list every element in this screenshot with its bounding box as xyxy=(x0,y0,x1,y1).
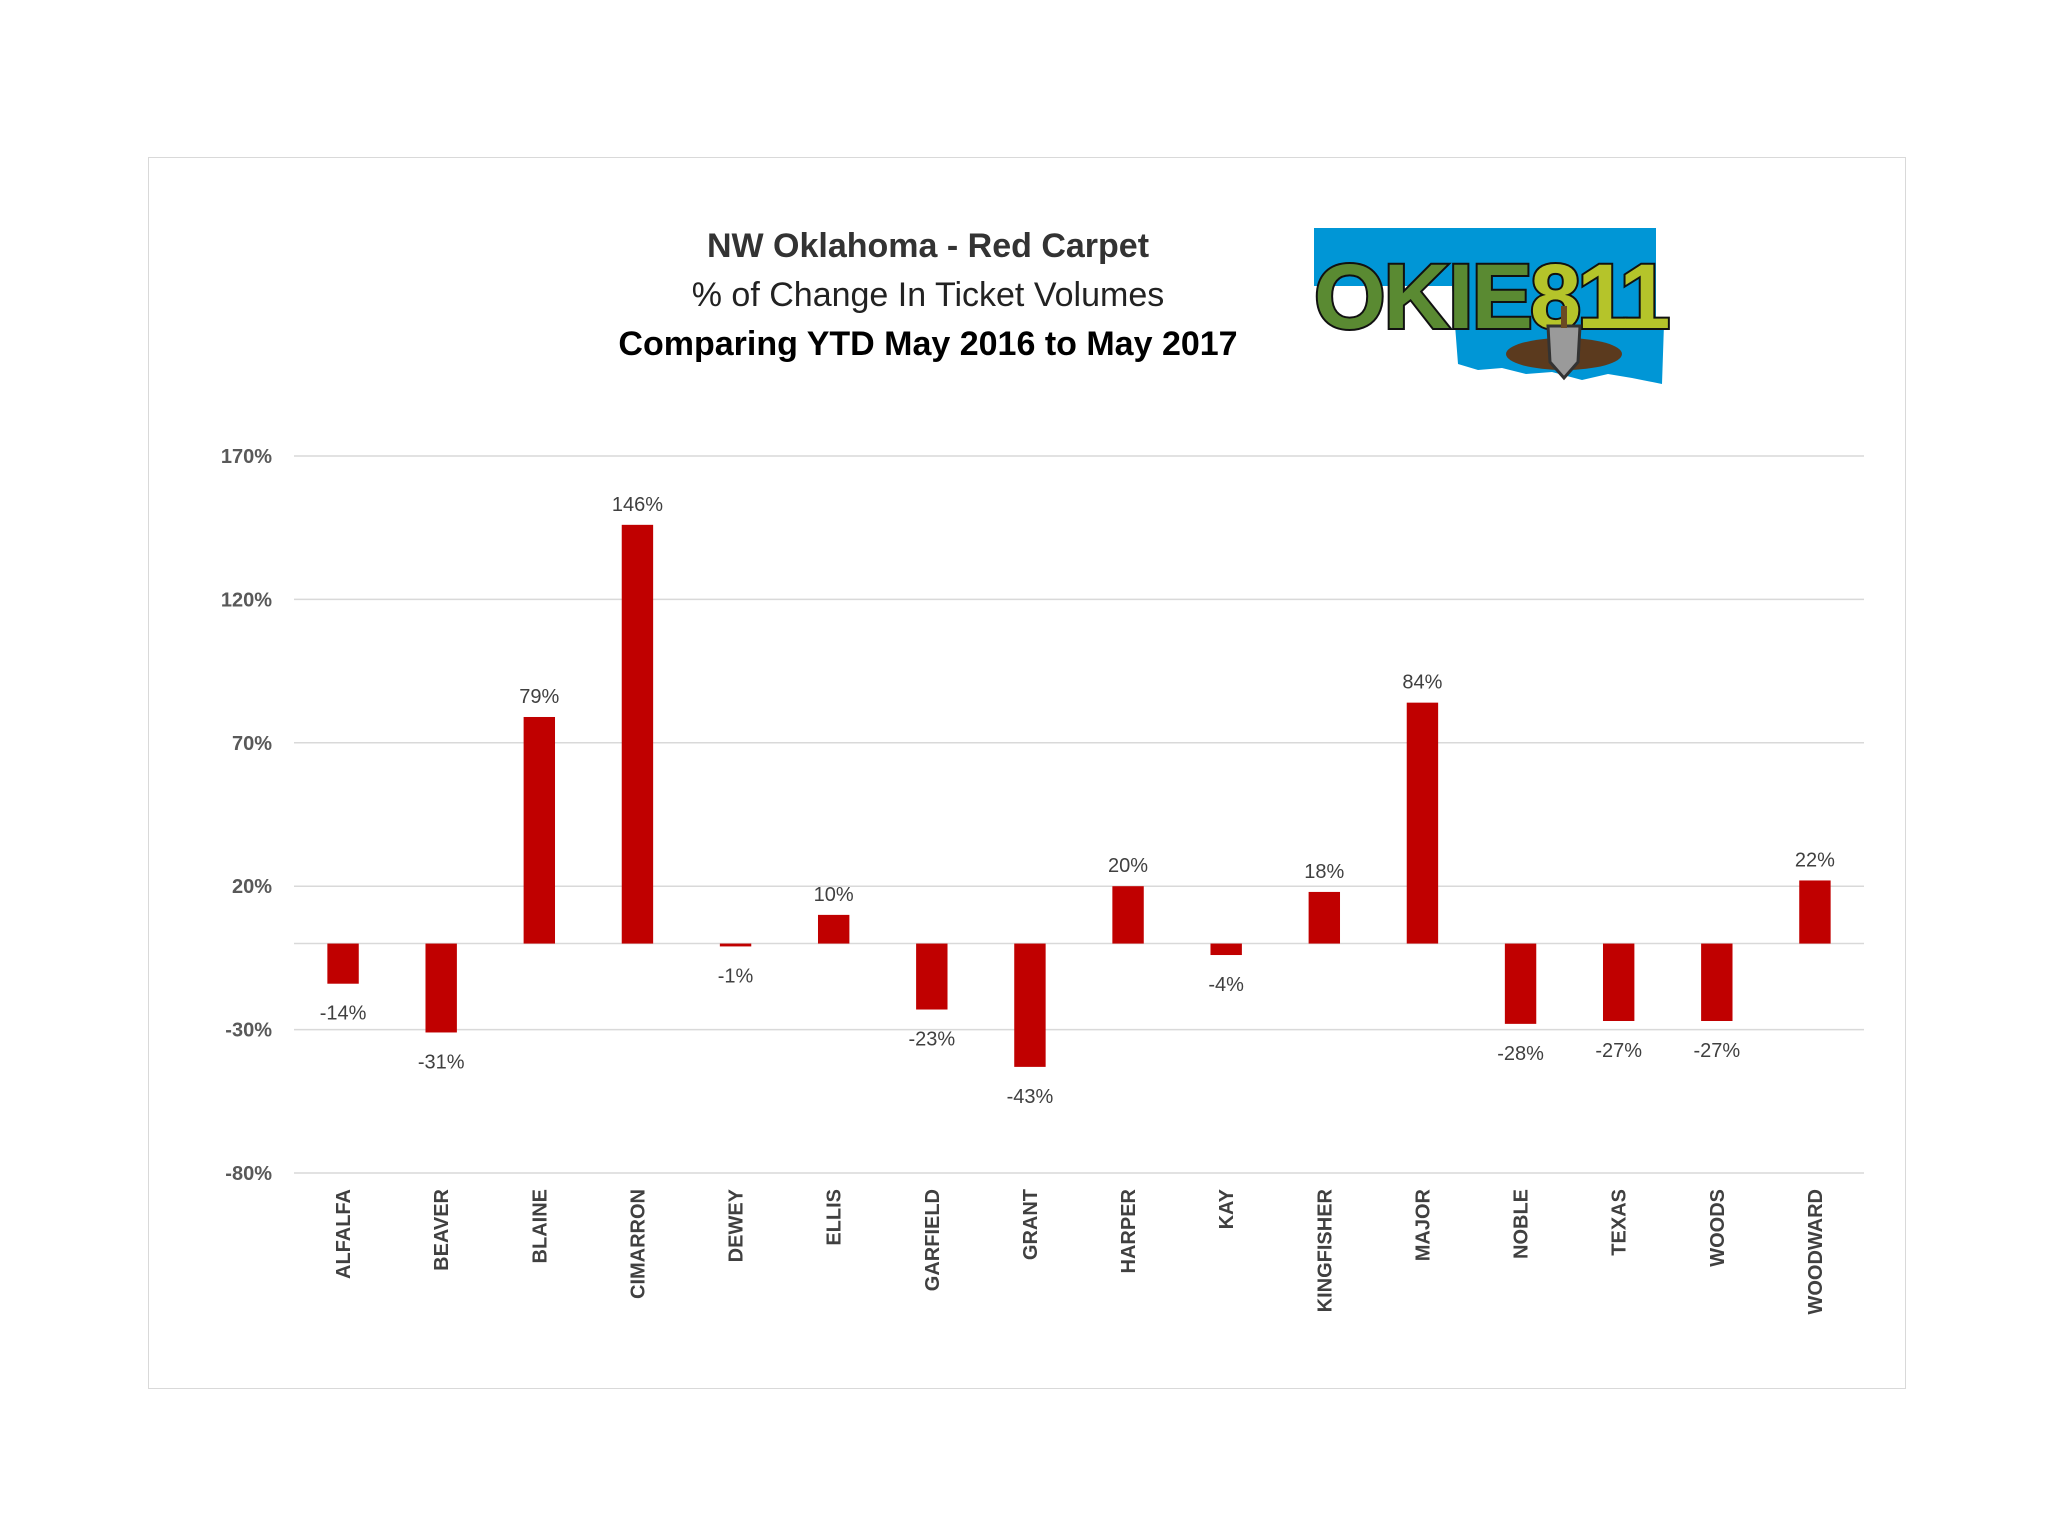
x-tick-label: MAJOR xyxy=(1412,1188,1434,1261)
bar-blaine xyxy=(523,716,556,944)
chart-subtitle-line-2: Comparing YTD May 2016 to May 2017 xyxy=(618,325,1238,363)
data-label: -4% xyxy=(1208,974,1244,996)
shovel-icon xyxy=(1506,306,1622,381)
y-tick-label: -30% xyxy=(225,1020,272,1042)
bar-ellis xyxy=(817,914,850,944)
x-tick-label: KAY xyxy=(1216,1188,1238,1229)
x-tick-label: HARPER xyxy=(1118,1188,1140,1273)
data-label: -43% xyxy=(1007,1086,1054,1108)
data-label: -23% xyxy=(908,1029,955,1051)
x-tick-label: WOODWARD xyxy=(1805,1189,1827,1315)
y-tick-label: 120% xyxy=(221,589,272,611)
x-tick-label: CIMARRON xyxy=(627,1189,649,1299)
x-tick-label: DEWEY xyxy=(726,1188,748,1262)
x-tick-label: GARFIELD xyxy=(922,1189,944,1291)
data-label: 20% xyxy=(1108,855,1148,877)
x-tick-label: KINGFISHER xyxy=(1314,1188,1336,1312)
bar-kingfisher xyxy=(1308,891,1341,944)
bar-woodward xyxy=(1799,880,1831,944)
y-axis: 170% 120% 70% 20% -30% -80% xyxy=(221,446,272,1185)
x-axis: ALFALFA BEAVER BLAINE CIMARRON DEWEY ELLIS GAR… xyxy=(333,1188,1827,1314)
y-tick-label: -80% xyxy=(225,1163,272,1185)
bar-dewey xyxy=(719,943,752,947)
y-tick-label: 20% xyxy=(232,876,272,898)
bar-beaver xyxy=(425,943,457,1033)
chart-title: NW Oklahoma - Red Carpet % of Change In … xyxy=(540,222,1316,369)
data-label: 18% xyxy=(1304,861,1344,883)
x-tick-label: ELLIS xyxy=(824,1189,846,1246)
bars xyxy=(327,524,1831,1067)
bar-grant xyxy=(1014,943,1046,1067)
x-tick-label: BLAINE xyxy=(529,1189,551,1263)
bar-garfield xyxy=(916,943,948,1010)
x-tick-label: BEAVER xyxy=(431,1188,453,1270)
y-tick-label: 170% xyxy=(221,446,272,468)
data-label: 22% xyxy=(1795,849,1835,871)
data-label: -14% xyxy=(320,1003,367,1025)
bar-kay xyxy=(1210,943,1242,956)
chart-title-line: NW Oklahoma - Red Carpet xyxy=(706,227,1150,265)
data-label: 10% xyxy=(814,884,854,906)
logo-okie-text: OKIE xyxy=(1314,246,1531,348)
chart-subtitle-line: % of Change In Ticket Volumes xyxy=(691,276,1165,314)
bar-harper xyxy=(1112,886,1144,944)
gridlines xyxy=(294,455,1864,1174)
data-label: -27% xyxy=(1693,1040,1740,1062)
data-labels: -14% -31% 79% 146% -1% 10% -23% -43% 20% -4% 18% 84… xyxy=(320,494,1835,1108)
y-tick-label: 70% xyxy=(232,733,272,755)
data-label: -1% xyxy=(718,965,754,987)
okie811-logo: OKIE 811 xyxy=(1312,228,1672,384)
data-label: -31% xyxy=(418,1051,465,1073)
bar-cimarron xyxy=(621,524,654,944)
data-label: -28% xyxy=(1497,1043,1544,1065)
x-tick-label: WOODS xyxy=(1707,1189,1729,1267)
x-tick-label: GRANT xyxy=(1020,1189,1042,1260)
bar-woods xyxy=(1701,943,1733,1021)
x-tick-label: TEXAS xyxy=(1609,1189,1631,1256)
bar-alfalfa xyxy=(327,943,359,984)
bar-major xyxy=(1406,702,1439,944)
data-label: -27% xyxy=(1595,1040,1642,1062)
x-tick-label: ALFALFA xyxy=(333,1189,355,1279)
bar-texas xyxy=(1602,943,1635,1021)
x-tick-label: NOBLE xyxy=(1511,1189,1533,1259)
data-label: 84% xyxy=(1402,672,1442,694)
data-label: 79% xyxy=(519,686,559,708)
bar-noble xyxy=(1504,943,1537,1024)
data-label: 146% xyxy=(612,494,663,516)
